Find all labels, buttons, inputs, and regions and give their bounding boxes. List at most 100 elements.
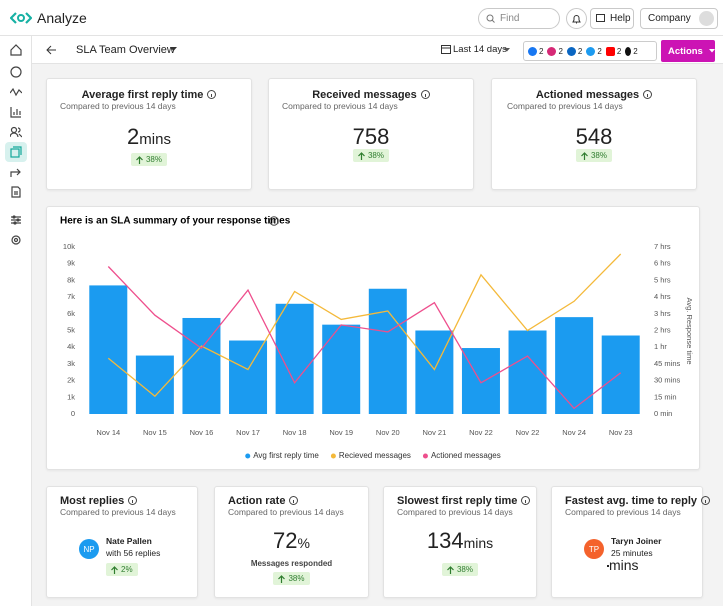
network: 2 bbox=[547, 46, 563, 56]
x-tick-label: Nov 20 bbox=[376, 428, 400, 437]
kpi-value: 2mins bbox=[47, 125, 251, 153]
summary-card: Action rate Compared to previous 14 days… bbox=[214, 486, 369, 598]
chart-title: Here is an SLA summary of your response … bbox=[60, 216, 291, 227]
person-detail: 25 minutes bbox=[611, 548, 653, 558]
kpi-value: 134mins bbox=[384, 529, 536, 557]
y-tick-label: 3k bbox=[67, 359, 75, 368]
title-text: Slowest first reply time bbox=[397, 495, 518, 507]
y2-tick-label: 30 mins bbox=[654, 376, 681, 385]
network: 2 bbox=[605, 46, 621, 56]
title-text: Fastest avg. time to reply bbox=[565, 495, 698, 507]
change-badge: 38% bbox=[130, 153, 167, 166]
change: 38% bbox=[367, 151, 384, 160]
y2-tick-label: 7 hrs bbox=[654, 242, 671, 251]
change: 38% bbox=[145, 155, 162, 164]
title-text: Average first reply time bbox=[81, 89, 204, 101]
change-badge: 2% bbox=[106, 563, 138, 576]
sidebar bbox=[0, 36, 32, 606]
y-tick-label: 2k bbox=[67, 376, 75, 385]
y-tick-label: 8k bbox=[67, 275, 75, 284]
back-button[interactable] bbox=[46, 45, 57, 55]
y2-tick-label: 3 hrs bbox=[654, 309, 671, 318]
unit: mins bbox=[139, 131, 171, 148]
nav-icon[interactable] bbox=[10, 126, 22, 138]
line bbox=[107, 266, 622, 410]
y-tick-label: 0 bbox=[71, 409, 75, 418]
help-button[interactable]: Help bbox=[590, 8, 634, 29]
legend-marker bbox=[330, 453, 336, 459]
nav-icon[interactable] bbox=[10, 146, 22, 158]
report-title[interactable]: SLA Team Overview bbox=[76, 44, 175, 56]
bar bbox=[89, 285, 128, 414]
unit: % bbox=[297, 535, 310, 551]
up-arrow bbox=[136, 155, 143, 164]
x-tick-label: Nov 17 bbox=[236, 428, 260, 437]
notifications[interactable] bbox=[566, 8, 587, 29]
nav-icon[interactable] bbox=[10, 66, 22, 78]
kpi-value: 548 bbox=[575, 124, 613, 149]
logo bbox=[10, 12, 32, 24]
nav-icon[interactable] bbox=[10, 106, 22, 118]
card-subtitle: Compared to previous 14 days bbox=[397, 507, 513, 517]
bar bbox=[229, 340, 268, 414]
avatar bbox=[699, 11, 714, 26]
kpi-value: 72% bbox=[215, 529, 368, 557]
nav-icon[interactable] bbox=[10, 234, 22, 246]
info-icon bbox=[269, 216, 279, 226]
up-arrow bbox=[278, 574, 286, 583]
summary-card: Slowest first reply time Compared to pre… bbox=[383, 486, 537, 598]
x-tick-label: Nov 19 bbox=[329, 428, 353, 437]
change-badge: 38% bbox=[441, 563, 478, 576]
help-label: Help bbox=[610, 13, 631, 24]
nav-icon[interactable] bbox=[10, 214, 22, 226]
y2-tick-label: 1 hr bbox=[654, 342, 667, 351]
account-button[interactable]: Company bbox=[640, 8, 718, 29]
date-range[interactable]: Last 14 days bbox=[453, 44, 507, 55]
network-filter[interactable]: 2 2 2 2 2 2 bbox=[523, 41, 657, 61]
y-tick-label: 1k bbox=[67, 392, 75, 401]
nav-icon[interactable] bbox=[10, 86, 22, 98]
change-badge: 38% bbox=[273, 572, 310, 585]
bar bbox=[461, 348, 500, 414]
y-tick-label: 7k bbox=[67, 292, 75, 301]
up-arrow bbox=[358, 151, 365, 160]
actions-button[interactable]: Actions bbox=[661, 40, 715, 62]
x-tick-label: Nov 14 bbox=[96, 428, 120, 437]
kpi-value: 758 bbox=[352, 124, 390, 149]
bar bbox=[275, 303, 314, 414]
x-tick-label: Nov 16 bbox=[190, 428, 214, 437]
bar bbox=[182, 317, 221, 414]
card-title: Received messages bbox=[269, 89, 473, 101]
x-tick-label: Nov 24 bbox=[562, 428, 586, 437]
unit: mins bbox=[463, 535, 494, 551]
bar bbox=[135, 355, 174, 414]
chart: Here is an SLA summary of your response … bbox=[60, 216, 694, 460]
nav-icon[interactable] bbox=[10, 186, 22, 198]
card-subtitle: Compared to previous 14 days bbox=[60, 101, 176, 111]
person-detail: with 56 replies bbox=[106, 548, 161, 558]
network-count: 2 bbox=[577, 46, 583, 56]
toolbar: SLA Team Overview Last 14 days 2 2 2 2 2… bbox=[32, 36, 723, 64]
unit: mins bbox=[609, 557, 639, 573]
value: 72 bbox=[273, 528, 298, 553]
caret bbox=[504, 48, 510, 52]
card-subtitle: Compared to previous 14 days bbox=[60, 507, 176, 517]
app-name: Analyze bbox=[37, 10, 87, 26]
x-tick-label: Nov 21 bbox=[422, 428, 446, 437]
search-box[interactable]: Find bbox=[478, 8, 560, 29]
avatar: TP bbox=[584, 539, 604, 559]
bar bbox=[368, 288, 407, 414]
kpi-card: Actioned messages Compared to previous 1… bbox=[491, 78, 697, 190]
kpi-card: Average first reply time Compared to pre… bbox=[46, 78, 252, 190]
title-text: Action rate bbox=[228, 495, 286, 507]
nav-icon[interactable] bbox=[10, 166, 22, 178]
nav-icon[interactable] bbox=[10, 44, 22, 56]
title-text: Most replies bbox=[60, 495, 125, 507]
avatar: NP bbox=[79, 539, 99, 559]
up-arrow bbox=[581, 151, 588, 160]
caret bbox=[170, 47, 177, 51]
change: 38% bbox=[456, 565, 473, 574]
change: 38% bbox=[590, 151, 607, 160]
bar bbox=[555, 317, 594, 414]
y2-tick-label: 15 min bbox=[654, 392, 677, 401]
